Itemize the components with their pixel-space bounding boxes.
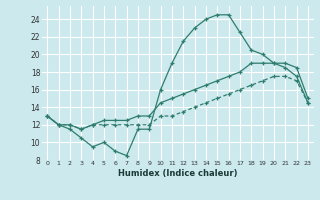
X-axis label: Humidex (Indice chaleur): Humidex (Indice chaleur)	[118, 169, 237, 178]
